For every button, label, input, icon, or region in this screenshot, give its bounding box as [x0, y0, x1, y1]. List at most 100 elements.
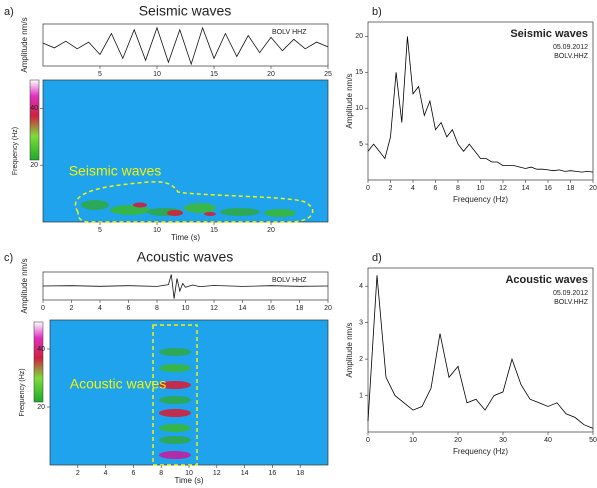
x-tick-label: 16: [269, 470, 277, 477]
x-tick-label: 8: [159, 470, 163, 477]
spectrogram-energy: [159, 396, 191, 404]
subtitle: 05.09.2012: [553, 44, 588, 51]
x-tick-label: 4: [104, 470, 108, 477]
spectrogram-energy: [220, 208, 260, 216]
panel-title: Acoustic waves: [505, 274, 588, 286]
x-tick-label: 5: [98, 71, 102, 78]
annotation: Acoustic waves: [70, 376, 166, 392]
spectrogram-energy: [184, 203, 216, 213]
y-tick-label: 20: [30, 162, 38, 169]
x-tick-label: 4: [411, 185, 415, 192]
y-tick-label: 2: [359, 356, 363, 363]
spectrogram-energy: [167, 210, 183, 216]
y-tick-label: 10: [355, 105, 363, 112]
x-tick-label: 18: [567, 185, 575, 192]
spectrogram-energy: [159, 409, 191, 417]
series-line: [367, 36, 594, 173]
y-tick-label: 3: [359, 320, 363, 327]
spectrogram-energy: [159, 424, 191, 432]
panel-label: b): [372, 6, 382, 18]
spectrogram-energy: [159, 381, 191, 389]
x-axis-label: Time (s): [174, 476, 203, 485]
x-tick-label: 8: [456, 185, 460, 192]
y-tick-label: 20: [37, 404, 45, 411]
x-tick-label: 14: [239, 305, 247, 312]
x-tick-label: 25: [324, 71, 332, 78]
panel-title: Seismic waves: [139, 3, 232, 19]
x-tick-label: 18: [296, 305, 304, 312]
series-line: [42, 26, 329, 66]
station-label: BOLV HHZ: [272, 29, 307, 36]
colorbar: [29, 79, 40, 161]
x-tick-label: 10: [153, 227, 161, 234]
y-axis-label: Amplitude nm/s: [20, 17, 29, 72]
y-tick-label: 4: [359, 283, 363, 290]
x-tick-label: 12: [499, 185, 507, 192]
subtitle: 05.09.2012: [553, 290, 588, 297]
subtitle: BOLV.HHZ: [554, 53, 589, 60]
spectrogram-energy: [159, 436, 191, 444]
panel-title: Seismic waves: [510, 28, 588, 40]
y-tick-label: 5: [359, 141, 363, 148]
x-tick-label: 5: [98, 227, 102, 234]
spectrogram-energy: [133, 202, 147, 208]
x-tick-label: 16: [544, 185, 552, 192]
x-tick-label: 20: [267, 71, 275, 78]
panel-label: d): [372, 252, 382, 264]
x-tick-label: 14: [241, 470, 249, 477]
x-tick-label: 10: [477, 185, 485, 192]
x-tick-label: 6: [131, 470, 135, 477]
y-axis-label: Amplitude nm/s: [20, 258, 29, 313]
plot-area: [367, 21, 594, 181]
x-tick-label: 50: [589, 437, 597, 444]
spectrogram-energy: [264, 209, 296, 217]
panel-title: Acoustic waves: [137, 249, 233, 265]
colorbar: [33, 321, 44, 403]
x-axis-label: Frequency (Hz): [453, 195, 508, 204]
x-tick-label: 12: [213, 470, 221, 477]
x-tick-label: 10: [182, 305, 190, 312]
x-tick-label: 15: [210, 227, 218, 234]
y-axis-label: Amplitude nm/s: [345, 322, 354, 377]
spectrogram: [42, 79, 329, 223]
x-tick-label: 18: [296, 470, 304, 477]
x-tick-label: 40: [544, 437, 552, 444]
annotation-outline: [152, 324, 198, 466]
series-line: [42, 274, 329, 299]
annotation: Seismic waves: [69, 163, 162, 179]
spectrogram-energy: [159, 451, 191, 459]
y-axis-label: Frequency (Hz): [12, 127, 19, 175]
y-tick-label: 1: [359, 392, 363, 399]
spectrogram-energy: [81, 200, 109, 210]
x-axis-label: Time (s): [171, 233, 200, 242]
x-tick-label: 30: [499, 437, 507, 444]
panel-label: a): [4, 6, 14, 18]
x-tick-label: 0: [366, 437, 370, 444]
x-tick-label: 14: [522, 185, 530, 192]
spectrogram-energy: [159, 364, 191, 372]
plot-area: [42, 23, 329, 67]
x-tick-label: 6: [127, 305, 131, 312]
spectrogram-energy: [204, 212, 216, 216]
x-tick-label: 0: [41, 305, 45, 312]
x-tick-label: 20: [589, 185, 597, 192]
x-tick-label: 0: [366, 185, 370, 192]
y-tick-label: 40: [30, 105, 38, 112]
subtitle: BOLV.HHZ: [554, 299, 589, 306]
series-line: [367, 275, 594, 429]
x-tick-label: 6: [434, 185, 438, 192]
spectrogram: [49, 319, 329, 466]
x-tick-label: 2: [76, 470, 80, 477]
x-tick-label: 20: [267, 227, 275, 234]
x-tick-label: 15: [210, 71, 218, 78]
y-tick-label: 40: [37, 346, 45, 353]
station-label: BOLV HHZ: [272, 277, 307, 284]
x-tick-label: 20: [454, 437, 462, 444]
x-tick-label: 12: [210, 305, 218, 312]
y-axis-label: Frequency (Hz): [19, 368, 26, 416]
x-tick-label: 8: [155, 305, 159, 312]
x-tick-label: 2: [70, 305, 74, 312]
y-tick-label: 15: [355, 69, 363, 76]
x-axis-label: Frequency (Hz): [453, 447, 508, 456]
